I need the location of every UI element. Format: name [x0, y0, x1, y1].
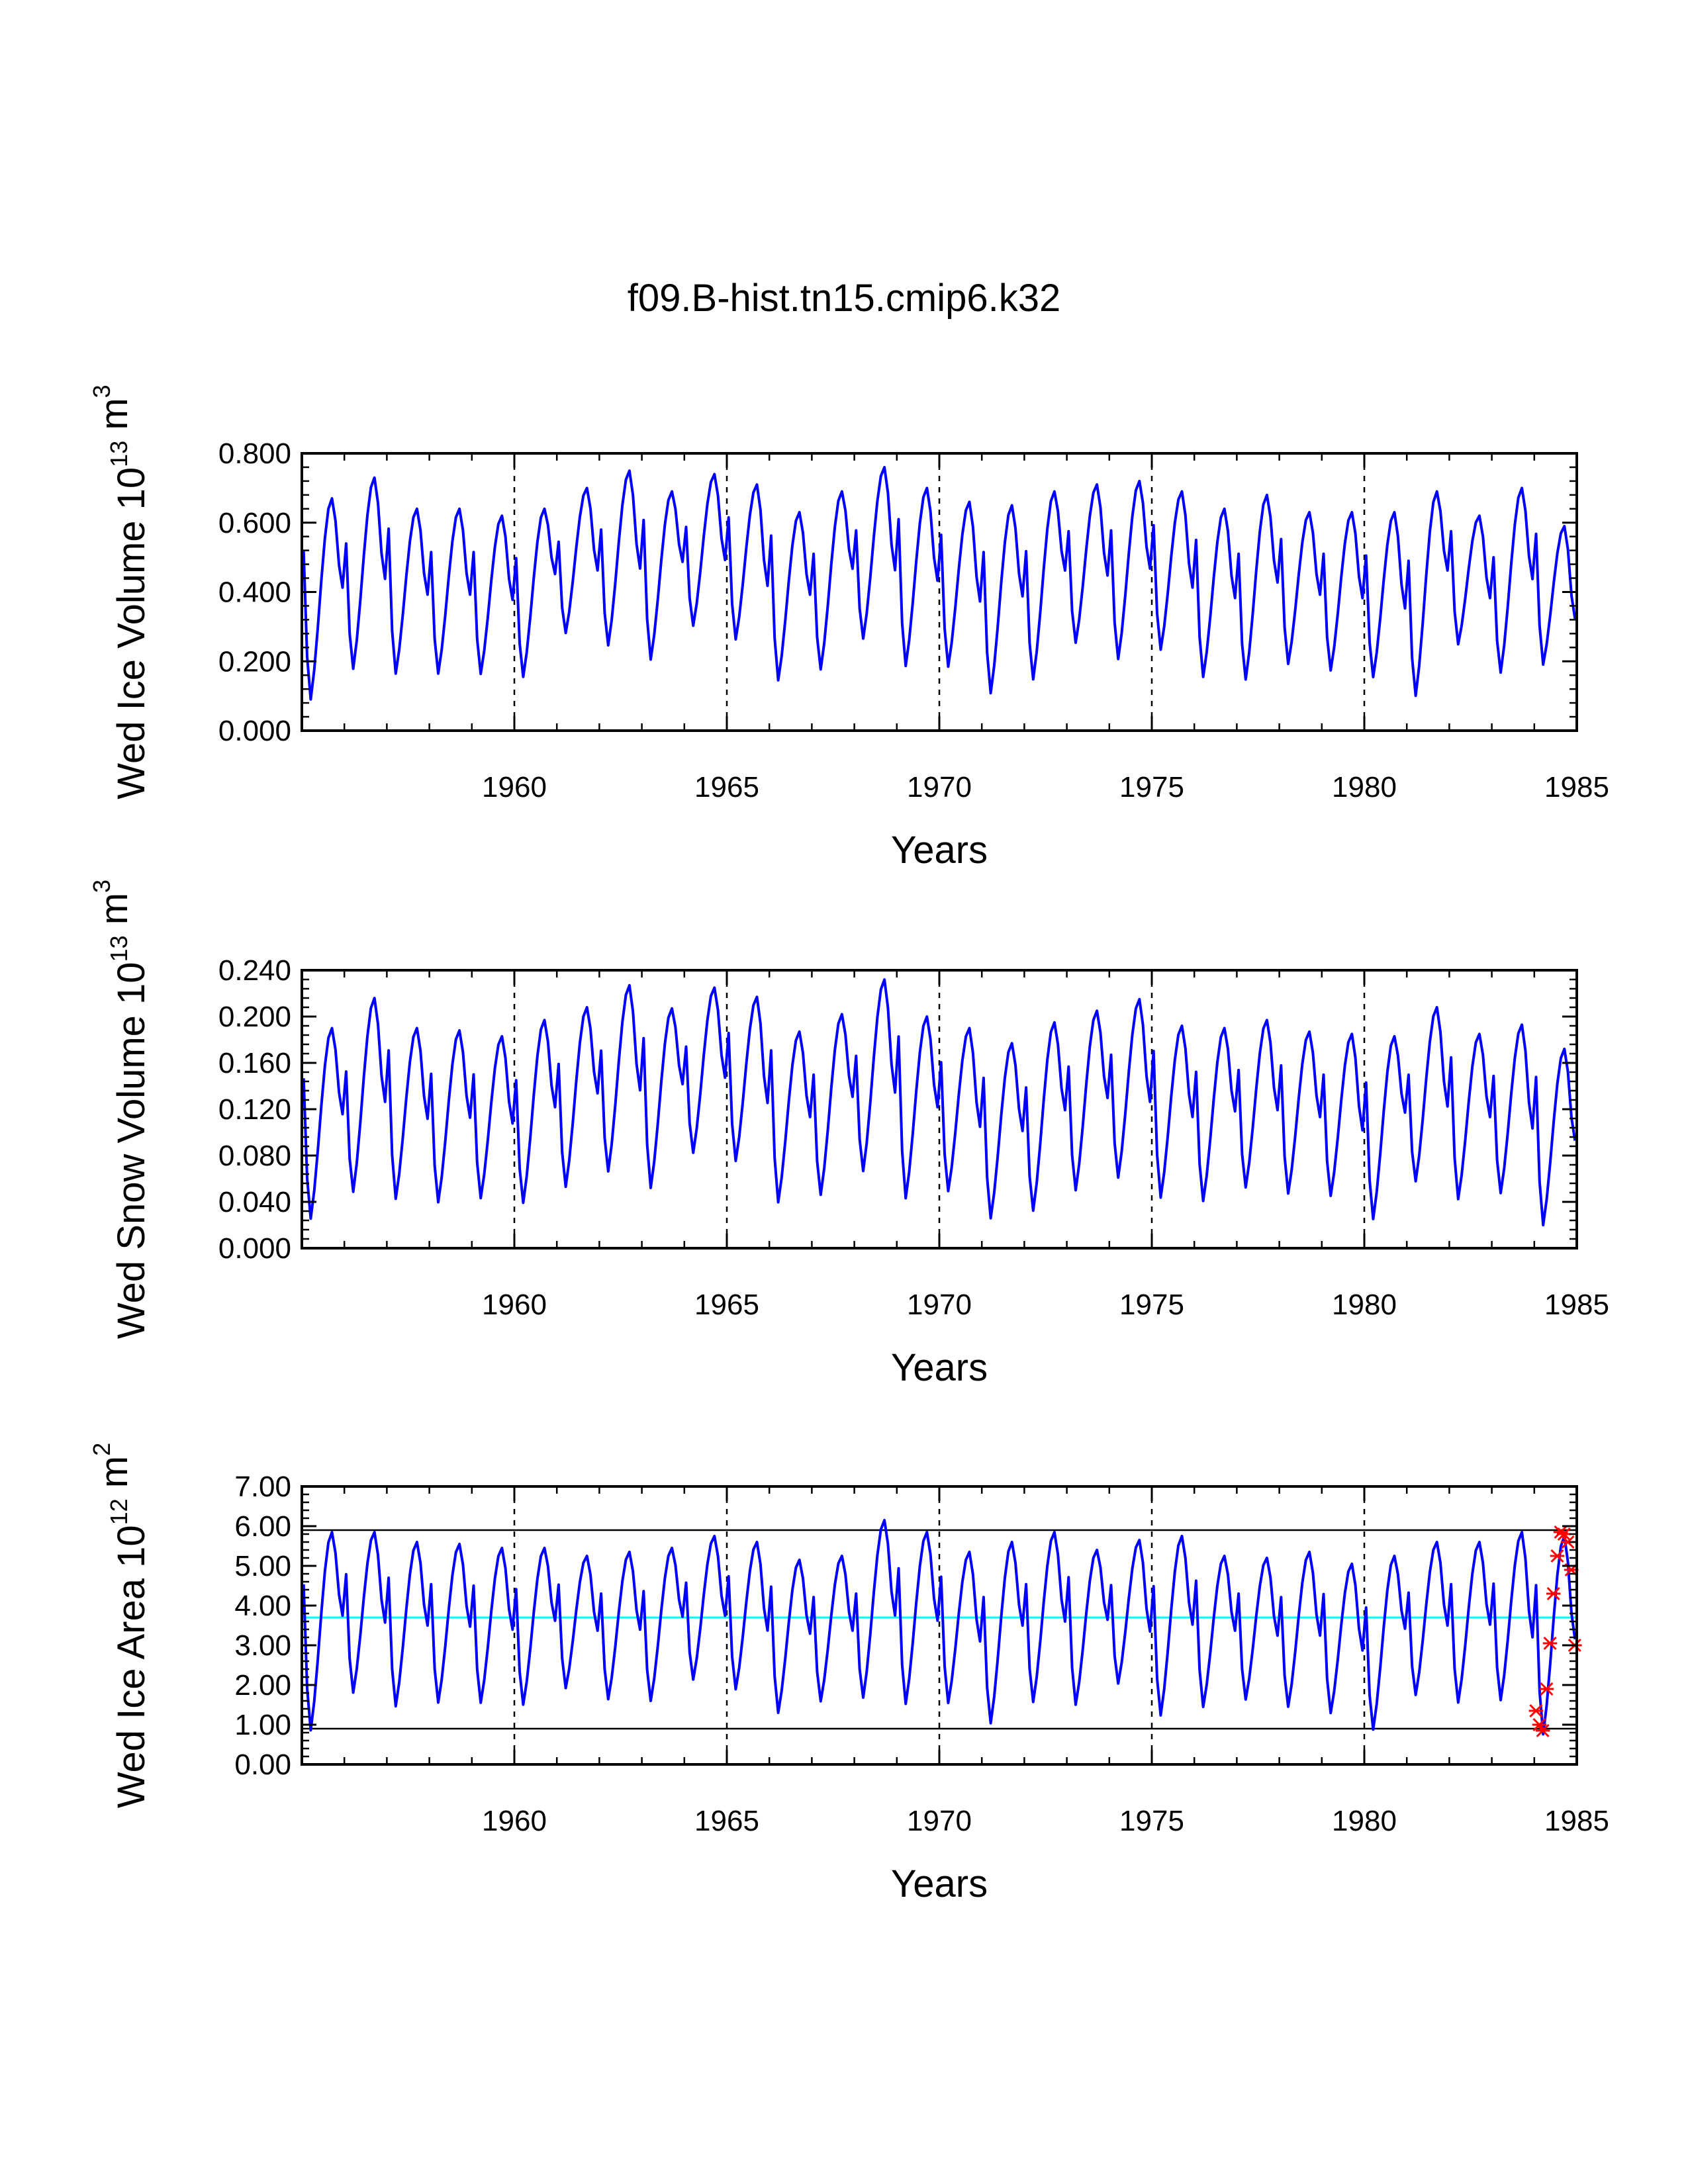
y-tick-label: 6.00 — [234, 1510, 291, 1543]
y-tick-label: 0.160 — [218, 1047, 291, 1079]
x-tick-label: 1975 — [1119, 771, 1184, 803]
y-tick-label: 0.000 — [218, 715, 291, 747]
x-tick-label: 1965 — [694, 771, 759, 803]
y-tick-label: 0.600 — [218, 507, 291, 539]
marker-point — [1556, 1527, 1571, 1541]
series-line-ice_volume — [302, 466, 1577, 701]
series-line-ice_area — [302, 1519, 1577, 1736]
y-tick-label: 0.800 — [218, 437, 291, 470]
x-tick-label: 1970 — [907, 1289, 972, 1321]
figure-title: f09.B-hist.tn15.cmip6.k32 — [628, 277, 1060, 320]
x-tick-label: 1960 — [482, 771, 547, 803]
y-tick-label: 0.040 — [218, 1186, 291, 1218]
y-tick-label: 0.120 — [218, 1093, 291, 1126]
chart-snow_volume: 0.000 0.040 0.080 0.120 0.160 0.200 0.240 1960 1… — [88, 880, 1609, 1389]
y-axis-label-text: Wed Ice Area 1012 m2 — [88, 1443, 153, 1808]
x-tick-label: 1970 — [907, 771, 972, 803]
y-axis-label-text: Wed Ice Volume 1013 m3 — [88, 385, 153, 799]
x-tick-label: 1965 — [694, 1805, 759, 1837]
chart-ice_area: 0.00 1.00 2.00 3.00 4.00 5.00 6.00 7.00 1960 1965… — [88, 1443, 1609, 1905]
x-tick-label: 1970 — [907, 1805, 972, 1837]
x-axis-label: Years — [891, 1862, 988, 1905]
marker-point — [1546, 1586, 1561, 1601]
y-tick-label: 3.00 — [234, 1629, 291, 1662]
y-tick-label: 1.00 — [234, 1709, 291, 1741]
x-tick-label: 1960 — [482, 1289, 547, 1321]
x-tick-label: 1985 — [1544, 771, 1609, 803]
marker-point — [1535, 1723, 1550, 1738]
y-tick-label: 2.00 — [234, 1669, 291, 1702]
x-axis-label: Years — [891, 829, 988, 872]
marker-point — [1528, 1704, 1544, 1718]
x-tick-label: 1980 — [1332, 1805, 1397, 1837]
x-tick-label: 1975 — [1119, 1805, 1184, 1837]
y-tick-label: 0.00 — [234, 1749, 291, 1781]
x-tick-label: 1985 — [1544, 1805, 1609, 1837]
y-tick-label: 4.00 — [234, 1590, 291, 1622]
x-axis-label: Years — [891, 1346, 988, 1389]
y-tick-label: 5.00 — [234, 1550, 291, 1582]
series-line-snow_volume — [302, 978, 1577, 1227]
y-tick-label: 7.00 — [234, 1471, 291, 1503]
marker-point — [1539, 1682, 1554, 1696]
y-tick-label: 0.200 — [218, 645, 291, 678]
y-tick-label: 0.240 — [218, 954, 291, 987]
x-tick-label: 1960 — [482, 1805, 547, 1837]
x-tick-label: 1965 — [694, 1289, 759, 1321]
x-tick-label: 1975 — [1119, 1289, 1184, 1321]
y-tick-label: 0.200 — [218, 1001, 291, 1033]
marker-point — [1532, 1717, 1547, 1732]
chart-ice_volume: 0.000 0.200 0.400 0.600 0.800 1960 1965 1970 197… — [88, 385, 1609, 872]
y-tick-label: 0.400 — [218, 576, 291, 609]
chart-panels: 0.000 0.200 0.400 0.600 0.800 1960 1965 1970 197… — [88, 385, 1609, 1905]
marker-point — [1542, 1636, 1558, 1651]
x-tick-label: 1980 — [1332, 1289, 1397, 1321]
y-axis-label: Wed Ice Area 1012 m2 — [88, 1443, 153, 1808]
y-axis-label: Wed Snow Volume 1013 m3 — [88, 880, 153, 1339]
marker-point — [1550, 1549, 1565, 1563]
y-tick-label: 0.000 — [218, 1232, 291, 1265]
y-axis-label: Wed Ice Volume 1013 m3 — [88, 385, 153, 799]
x-tick-label: 1985 — [1544, 1289, 1609, 1321]
y-axis-label-text: Wed Snow Volume 1013 m3 — [88, 880, 153, 1339]
y-tick-label: 0.080 — [218, 1140, 291, 1172]
x-tick-label: 1980 — [1332, 771, 1397, 803]
